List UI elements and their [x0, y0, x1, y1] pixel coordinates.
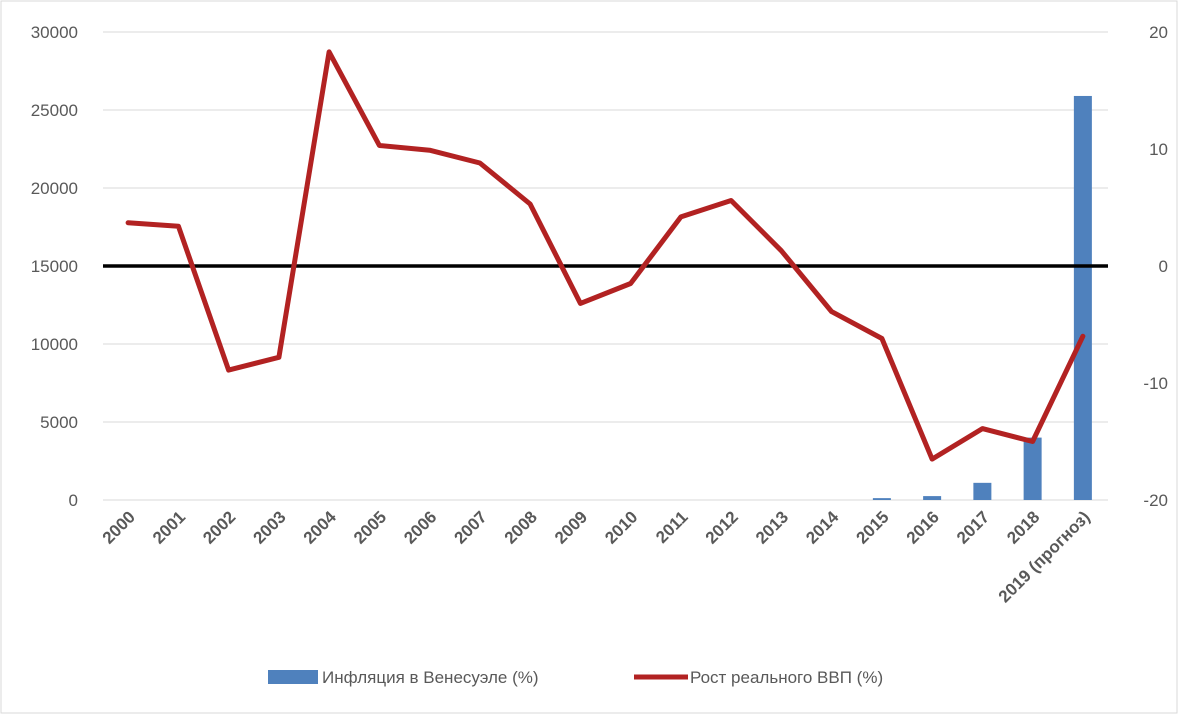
inflation-bars: [872, 95, 1092, 501]
right-axis-ticks: -20 -10 0 10 20: [1143, 23, 1168, 510]
y-left-tick-label: 5000: [40, 413, 78, 432]
y-right-tick-label: 10: [1149, 140, 1168, 159]
y-left-tick-label: 20000: [31, 179, 78, 198]
legend-swatch-inflation: [268, 670, 318, 684]
y-left-tick-label: 30000: [31, 23, 78, 42]
y-left-tick-label: 25000: [31, 101, 78, 120]
y-right-tick-label: 20: [1149, 23, 1168, 42]
legend: Инфляция в Венесуэле (%) Рост реального …: [268, 668, 883, 687]
inflation-bar: [973, 482, 992, 500]
left-axis-ticks: 0 5000 10000 15000 20000 25000 30000: [31, 23, 78, 510]
legend-label-inflation: Инфляция в Венесуэле (%): [322, 668, 539, 687]
inflation-bar: [923, 496, 942, 500]
y-right-tick-label: -10: [1143, 374, 1168, 393]
y-right-tick-label: -20: [1143, 491, 1168, 510]
inflation-bar: [1023, 437, 1042, 500]
y-left-tick-label: 15000: [31, 257, 78, 276]
y-left-tick-label: 0: [69, 491, 78, 510]
legend-label-gdp: Рост реального ВВП (%): [690, 668, 883, 687]
gdp-line: [125, 49, 1086, 462]
y-left-tick-label: 10000: [31, 335, 78, 354]
gdp-line-path: [125, 49, 1086, 462]
y-right-tick-label: 0: [1159, 257, 1168, 276]
inflation-bar: [872, 498, 891, 500]
inflation-bar: [1073, 95, 1092, 501]
